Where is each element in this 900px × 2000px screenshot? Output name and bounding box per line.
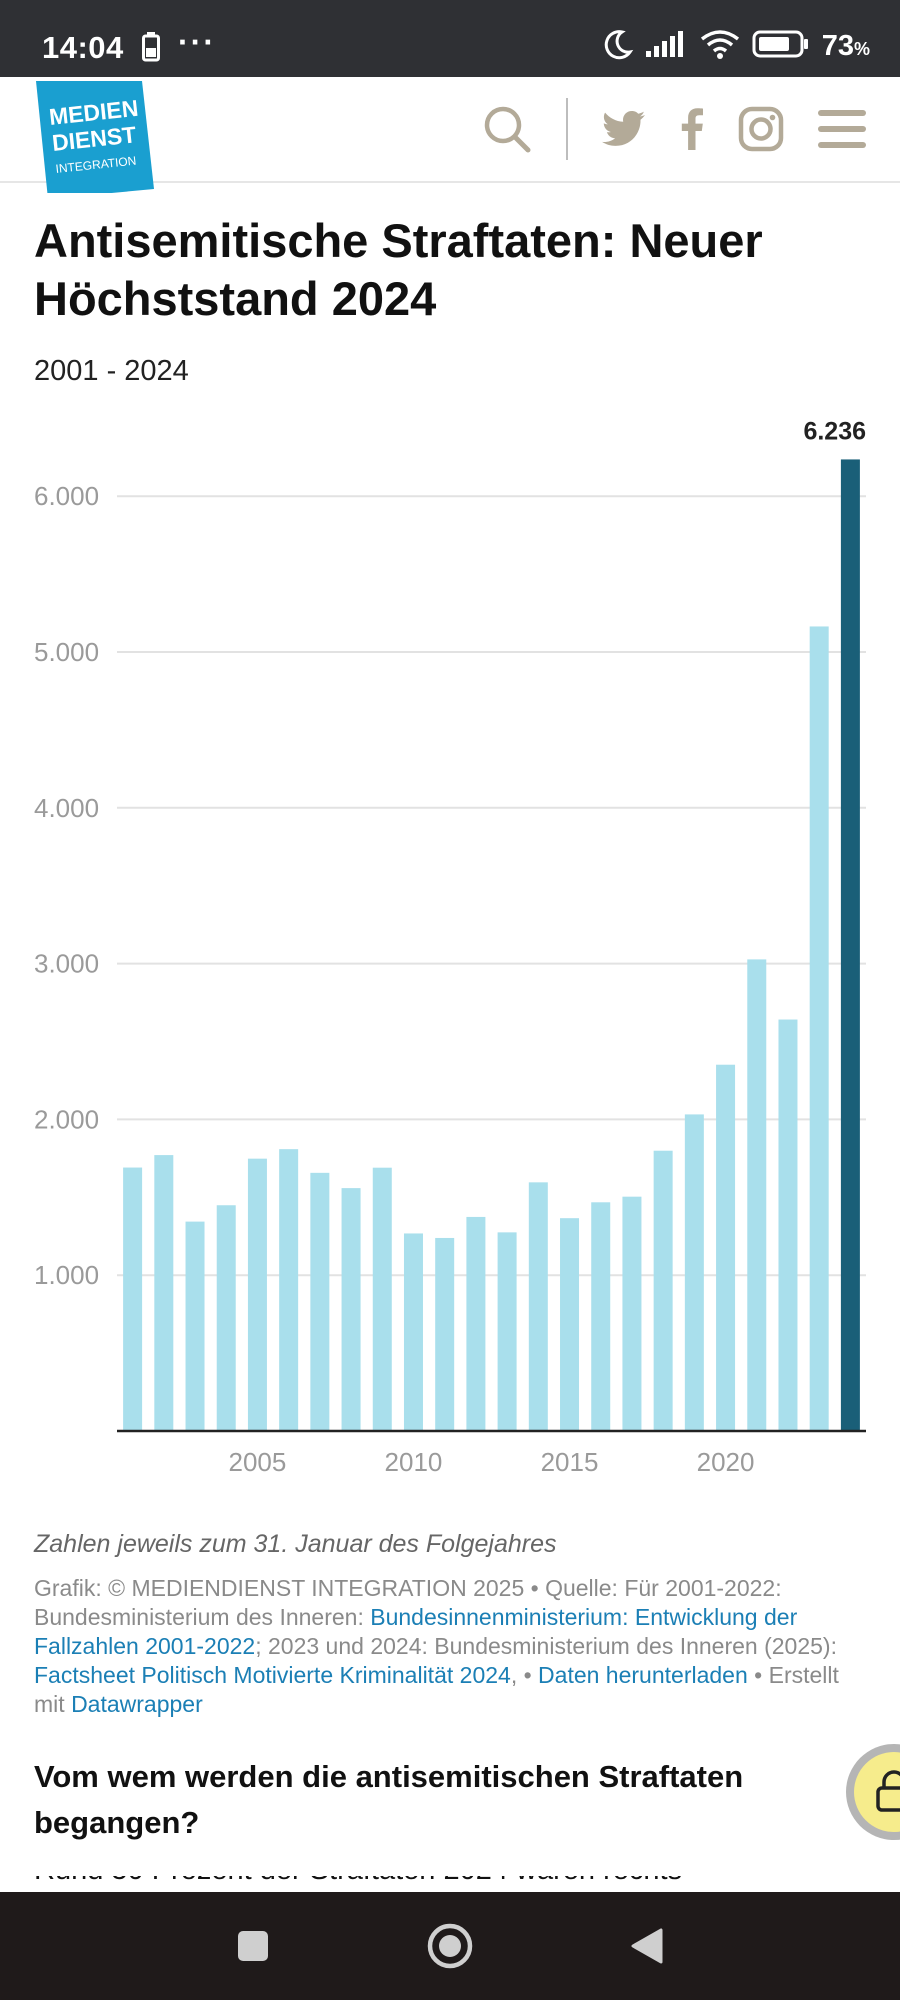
x-tick-label: 2015 bbox=[541, 1447, 599, 1477]
x-tick-label: 2005 bbox=[229, 1447, 287, 1477]
moon-icon bbox=[602, 28, 634, 65]
source-link-factsheet[interactable]: Factsheet Politisch Motivierte Kriminali… bbox=[34, 1662, 511, 1688]
square-icon bbox=[238, 1931, 268, 1961]
bar-2016[interactable] bbox=[591, 1202, 611, 1431]
source-link-bmi[interactable]: Bundesinnenministerium: Entwicklung der … bbox=[34, 1604, 798, 1659]
bar-2010[interactable] bbox=[403, 1233, 423, 1431]
lock-icon bbox=[876, 1770, 900, 1812]
search-icon[interactable] bbox=[482, 104, 532, 154]
header-divider bbox=[566, 98, 568, 160]
back-button[interactable] bbox=[612, 1892, 682, 2000]
bar-chart: 1.000 2.000 3.000 4.000 5.000 6.000 6.236 2005 2… bbox=[34, 417, 866, 1477]
accessibility-button[interactable] bbox=[846, 1744, 900, 1840]
bar-2015[interactable] bbox=[560, 1218, 580, 1431]
bar-2023[interactable] bbox=[809, 626, 829, 1431]
bar-2001[interactable] bbox=[123, 1167, 143, 1431]
bar-2006[interactable] bbox=[279, 1149, 299, 1431]
bar-value-label: 6.236 bbox=[803, 417, 866, 445]
bar-2014[interactable] bbox=[528, 1182, 548, 1431]
bar-2020[interactable] bbox=[716, 1064, 736, 1431]
battery-icon bbox=[752, 30, 810, 63]
recent-apps-button[interactable] bbox=[218, 1892, 288, 2000]
bar-2011[interactable] bbox=[435, 1237, 455, 1431]
credits-text-3: , • bbox=[510, 1662, 539, 1688]
signal-icon bbox=[645, 31, 688, 62]
chart-credits: Grafik: © MEDIENDIENST INTEGRATION 2025 … bbox=[34, 1574, 874, 1719]
chart-title: Antisemitische Straftaten: Neuer Höchsts… bbox=[34, 214, 763, 325]
battery-small-icon bbox=[142, 32, 160, 67]
home-button[interactable] bbox=[414, 1892, 486, 2000]
site-header: MEDIEN DIENST INTEGRATION bbox=[0, 77, 900, 199]
bar-2009[interactable] bbox=[372, 1167, 392, 1431]
section-heading: Vom wem werden die antisemitischen Straf… bbox=[34, 1759, 744, 1840]
bar-2005[interactable] bbox=[247, 1158, 267, 1431]
y-tick-label: 6.000 bbox=[34, 481, 99, 511]
credits-text-4: • Erstellt mit bbox=[34, 1662, 839, 1717]
bar-2007[interactable] bbox=[310, 1172, 330, 1431]
y-tick-label: 5.000 bbox=[34, 637, 99, 667]
instagram-icon[interactable] bbox=[738, 106, 784, 152]
y-tick-label: 2.000 bbox=[34, 1104, 99, 1134]
datawrapper-link[interactable]: Datawrapper bbox=[71, 1691, 203, 1717]
chart-note: Zahlen jeweils zum 31. Januar des Folgej… bbox=[34, 1530, 557, 1558]
wifi-icon bbox=[700, 29, 740, 64]
bar-2004[interactable] bbox=[216, 1205, 236, 1431]
x-tick-label: 2020 bbox=[697, 1447, 755, 1477]
y-tick-label: 3.000 bbox=[34, 949, 99, 979]
mediendienst-logo[interactable]: MEDIEN DIENST INTEGRATION bbox=[36, 81, 154, 199]
credits-text-2: ; 2023 und 2024: Bundesministerium des I… bbox=[255, 1633, 837, 1659]
bar-2012[interactable] bbox=[466, 1216, 486, 1431]
battery-percent: 73% bbox=[821, 30, 870, 62]
menu-icon[interactable] bbox=[818, 108, 866, 150]
bar-2013[interactable] bbox=[497, 1232, 517, 1431]
status-time: 14:04 bbox=[42, 30, 124, 65]
status-bar: 14:04 ··· 73% bbox=[0, 0, 900, 77]
chart-subtitle: 2001 - 2024 bbox=[34, 355, 189, 387]
bar-2024[interactable] bbox=[840, 459, 860, 1431]
bar-2003[interactable] bbox=[185, 1221, 205, 1431]
bar-2018[interactable] bbox=[653, 1150, 673, 1431]
bar-2002[interactable] bbox=[154, 1155, 174, 1431]
bar-2017[interactable] bbox=[622, 1196, 642, 1431]
back-triangle-icon bbox=[631, 1928, 663, 1964]
body-text-peek: Rund 50 Prozent der Straftaten 2024 ware… bbox=[34, 1876, 682, 1890]
system-nav-bar bbox=[0, 1892, 900, 2000]
credits-text-1: Grafik: © MEDIENDIENST INTEGRATION 2025 … bbox=[34, 1575, 782, 1630]
y-tick-label: 1.000 bbox=[34, 1260, 99, 1290]
home-circle-icon bbox=[427, 1923, 473, 1969]
facebook-icon[interactable] bbox=[680, 108, 704, 150]
bar-2022[interactable] bbox=[778, 1019, 798, 1431]
twitter-icon[interactable] bbox=[602, 110, 646, 148]
y-tick-label: 4.000 bbox=[34, 793, 99, 823]
bar-2019[interactable] bbox=[684, 1114, 704, 1431]
bar-2021[interactable] bbox=[747, 959, 767, 1431]
x-tick-label: 2010 bbox=[385, 1447, 443, 1477]
status-overflow-dots: ··· bbox=[178, 24, 216, 60]
bar-2008[interactable] bbox=[341, 1188, 361, 1431]
download-data-link[interactable]: Daten herunterladen bbox=[538, 1662, 748, 1688]
